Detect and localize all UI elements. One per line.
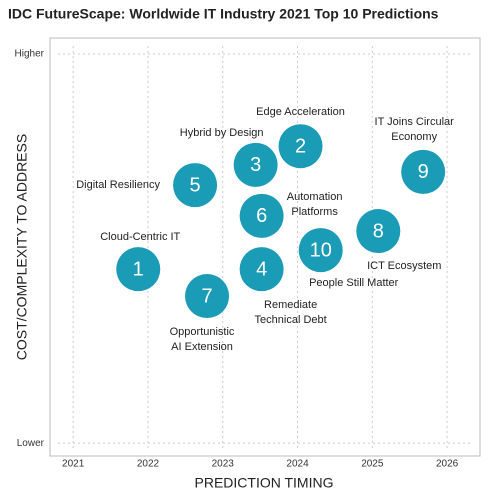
plot-frame <box>49 37 481 457</box>
bubble <box>356 209 401 254</box>
bubble <box>233 142 278 187</box>
bubble-number: 8 <box>373 220 384 242</box>
prediction-label: Technical Debt <box>255 314 327 326</box>
prediction-label: Edge Acceleration <box>256 106 345 118</box>
bubble <box>185 274 230 319</box>
bubble-number: 4 <box>256 258 267 280</box>
bubble <box>116 247 161 292</box>
bubble <box>401 149 446 194</box>
y-axis-title: COST/COMPLEXITY TO ADDRESS <box>14 134 30 360</box>
x-tick-label: 2022 <box>137 459 160 470</box>
prediction-label: Digital Resiliency <box>76 179 160 191</box>
bubble <box>173 163 218 208</box>
bubble <box>298 228 343 273</box>
bubble-number: 3 <box>250 154 261 176</box>
x-tick-label: 2023 <box>212 459 235 470</box>
bubble-number: 5 <box>190 174 201 196</box>
bubble-number: 2 <box>295 135 306 157</box>
prediction-label: Opportunistic <box>170 326 235 338</box>
bubble <box>239 193 284 238</box>
prediction-label: People Still Matter <box>309 277 399 289</box>
prediction-label: Economy <box>391 131 437 143</box>
bubble <box>278 124 323 169</box>
bubble-number: 7 <box>201 285 212 307</box>
prediction-label: IT Joins Circular <box>375 116 455 128</box>
prediction-label: Automation <box>287 191 343 203</box>
x-tick-label: 2021 <box>62 459 85 470</box>
x-tick-label: 2024 <box>286 459 309 470</box>
bubble <box>239 247 284 292</box>
bubble-number: 10 <box>310 239 332 261</box>
prediction-label: Hybrid by Design <box>180 127 264 139</box>
prediction-label: AI Extension <box>171 341 233 353</box>
bubble-number: 6 <box>256 205 267 227</box>
y-tick-label: Lower <box>17 438 45 449</box>
prediction-label: Platforms <box>291 206 338 218</box>
x-axis-title: PREDICTION TIMING <box>195 475 334 491</box>
prediction-label: Cloud-Centric IT <box>100 231 180 243</box>
x-tick-label: 2026 <box>436 459 459 470</box>
prediction-label: Remediate <box>264 299 317 311</box>
prediction-label: ICT Ecosystem <box>367 260 441 272</box>
bubble-number: 1 <box>133 258 144 280</box>
y-tick-label: Higher <box>15 49 45 60</box>
chart-title: IDC FutureScape: Worldwide IT Industry 2… <box>8 6 439 22</box>
bubble-number: 9 <box>418 161 429 183</box>
x-tick-label: 2025 <box>361 459 384 470</box>
